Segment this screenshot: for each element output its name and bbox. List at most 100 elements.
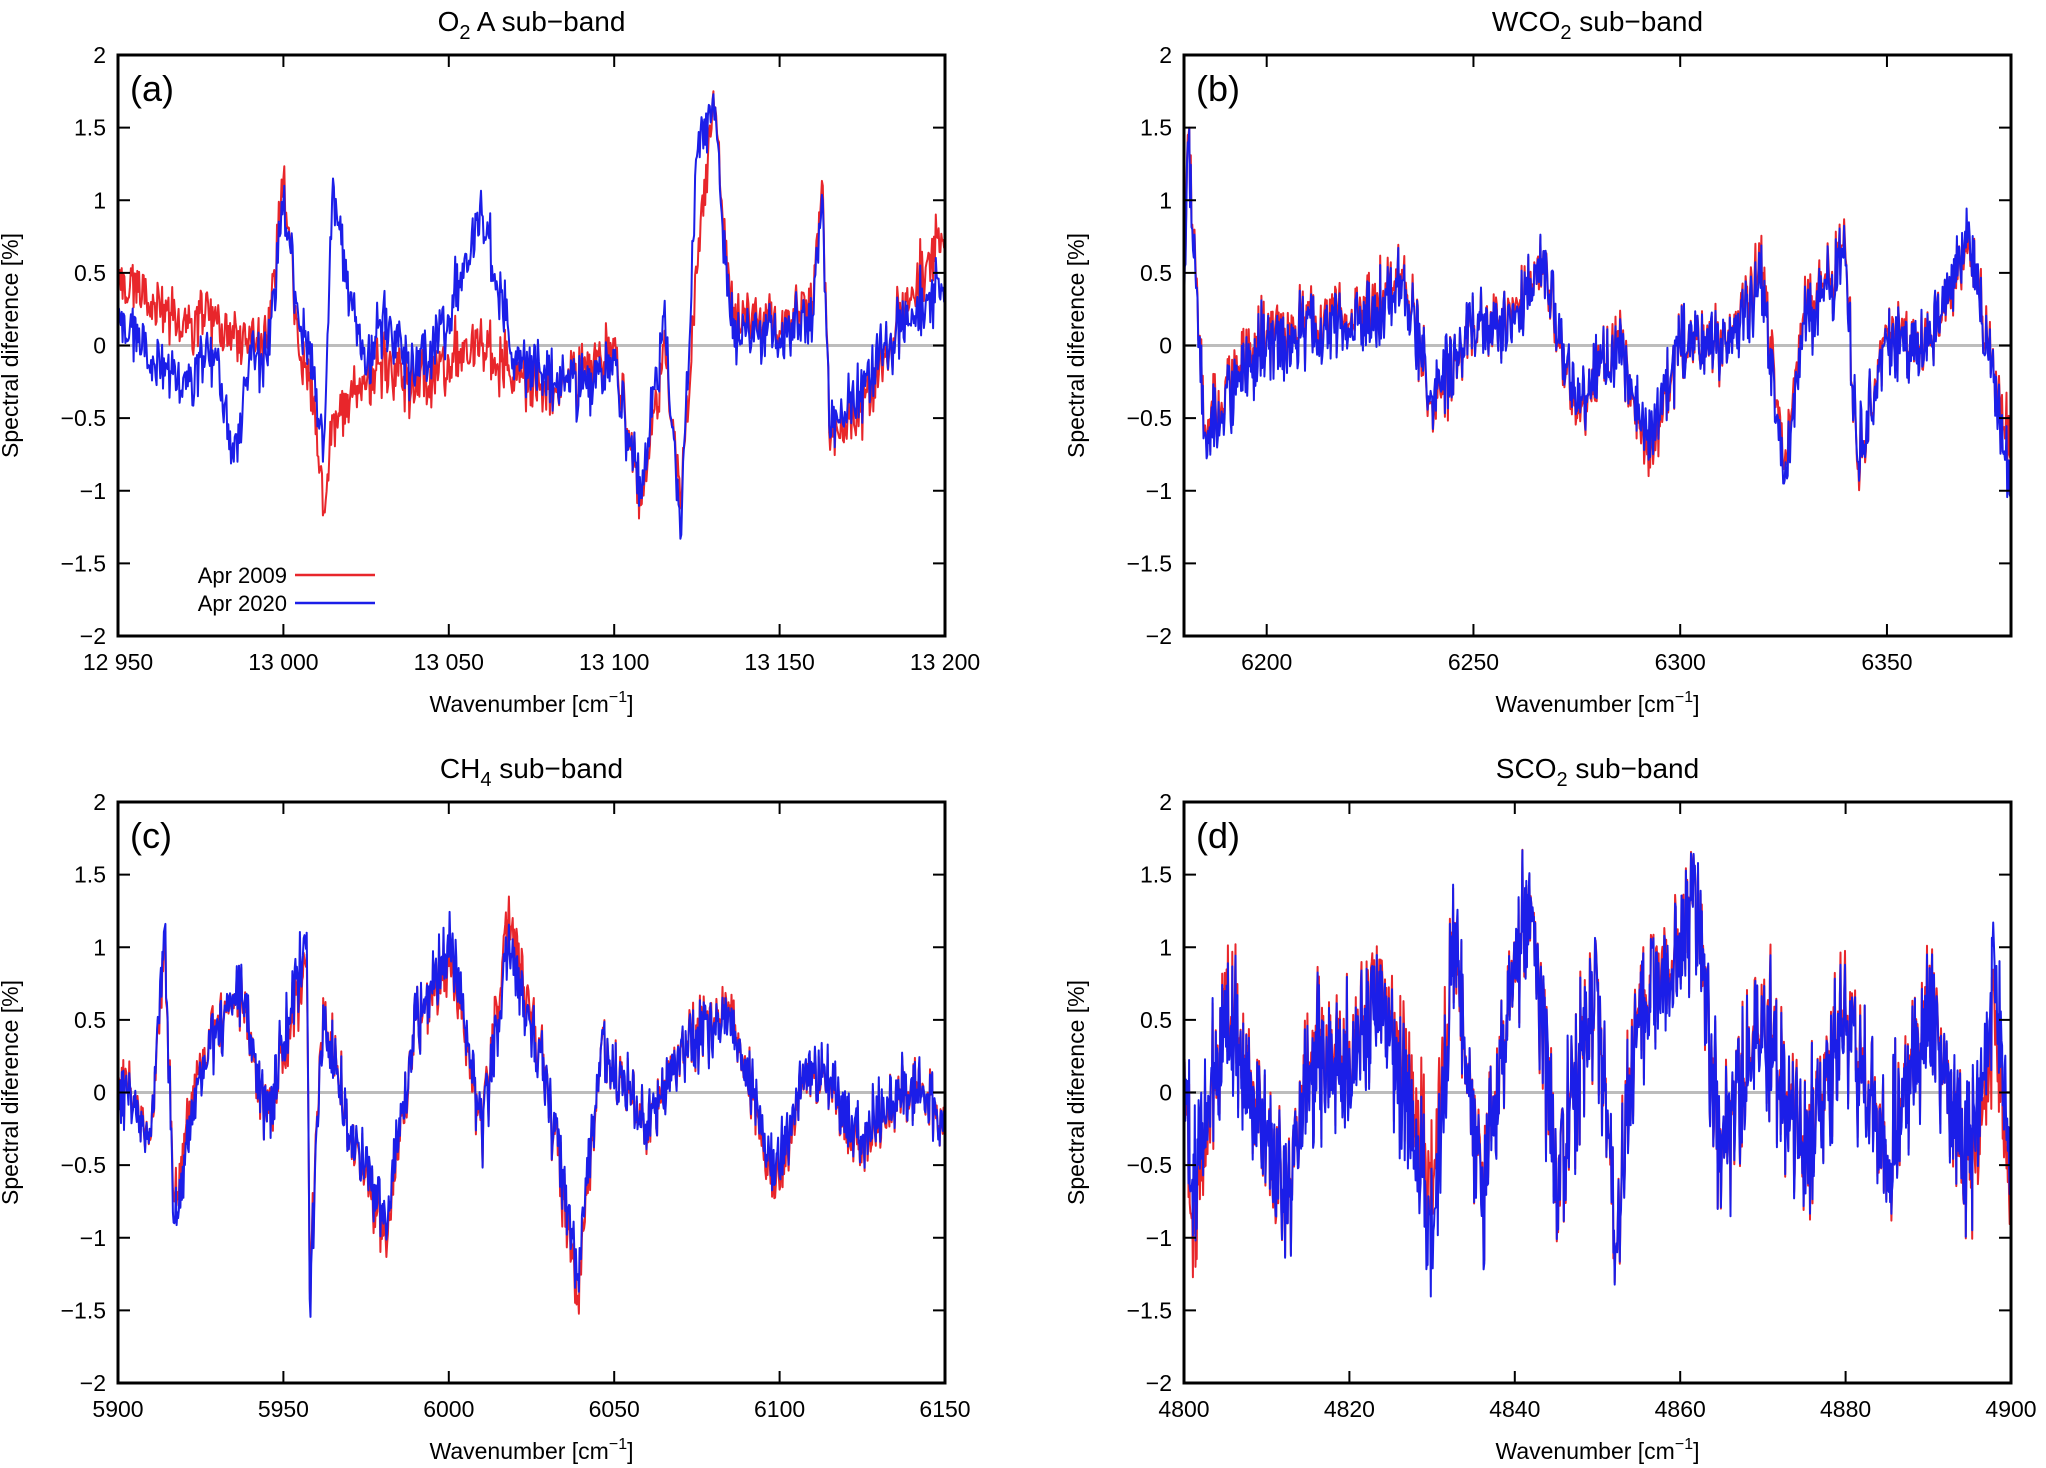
x-tick-label: 6150 [919,1396,970,1422]
x-tick-label: 13 150 [744,649,814,675]
x-tick-label: 6050 [589,1396,640,1422]
panel-c: −2 −1.5 −1 −0.5 0 0.5 1 1.5 2 5900 5950 6000 6050 610… [0,753,971,1464]
data-point [613,344,615,347]
y-tick-label: −2 [1146,1370,1172,1396]
data-point [1857,460,1859,463]
data-point [600,1048,602,1050]
data-point [514,359,516,361]
y-tick-label: −2 [80,623,106,649]
data-point [1307,1069,1309,1072]
y-tick-label: −0.5 [1127,1152,1172,1178]
data-point [778,337,781,340]
data-point [911,1077,913,1079]
panel-letter: (c) [130,815,172,856]
y-tick-label: −1 [80,478,106,504]
panel-a: −2 −1.5 −1 −0.5 0 0.5 1 1.5 2 12 950 13 000 13 050 1… [0,6,980,717]
data-point [1993,373,1996,376]
data-point [1348,330,1351,332]
data-point [1638,1026,1640,1028]
data-point [448,359,450,361]
data-point [249,330,252,332]
data-point [696,272,698,274]
data-point [322,514,324,517]
data-point [1613,1229,1615,1232]
y-tick-label: 1 [1159,934,1172,960]
data-point [1981,322,1983,325]
panel-d: −2 −1.5 −1 −0.5 0 0.5 1 1.5 2 4800 4820 4840 4860 488… [1063,753,2037,1464]
y-tick-label: −0.5 [61,1152,106,1178]
data-point [911,286,913,289]
data-point [414,373,417,376]
y-axis-label: Spectral diference [%] [0,980,23,1205]
y-axis-label: Spectral diference [%] [1063,980,1089,1205]
data-point [639,504,642,507]
data-point [821,184,824,187]
y-tick-label: 2 [1159,42,1172,68]
y-axis-label: Spectral diference [%] [1063,233,1089,458]
data-point [1720,1164,1723,1166]
data-point [1993,961,1996,963]
data-point [239,987,242,989]
data-point [828,424,830,427]
data-point [1480,1215,1483,1217]
data-point [1555,1178,1557,1181]
x-tick-label: 4800 [1158,1396,1209,1422]
data-point [414,388,417,390]
data-point [322,997,324,999]
data-point [173,1222,175,1224]
data-point [1348,1040,1351,1043]
x-axis-label: Wavenumber [cm−1] [1495,1436,1699,1464]
y-tick-label: −1.5 [1127,1297,1172,1323]
data-point [1431,395,1433,398]
data-point [266,1120,268,1123]
data-point [1720,344,1723,347]
data-point [821,199,824,202]
data-point [1224,1019,1227,1021]
plot-area [118,895,945,1318]
panel-letter: (d) [1196,815,1240,856]
x-tick-label: 12 950 [83,649,153,675]
data-point [348,1135,351,1137]
data-point [233,337,235,340]
x-tick-label: 13 200 [910,649,980,675]
data-point [233,460,235,463]
data-point [577,1295,579,1297]
y-tick-label: 1 [93,934,106,960]
data-point [1886,1164,1888,1166]
data-point [1762,1011,1764,1014]
y-tick-label: 0 [1159,333,1172,359]
x-axis-label: Wavenumber [cm−1] [429,1436,633,1464]
data-point [1993,1004,1996,1007]
x-tick-label: 4860 [1655,1396,1706,1422]
data-point [1803,322,1806,325]
data-point [577,1273,579,1275]
data-point [507,917,510,919]
y-tick-label: 0 [93,1080,106,1106]
series-line-2 [1184,127,2011,499]
data-point [332,417,334,419]
data-point [150,301,152,303]
data-point [1348,1048,1351,1050]
x-tick-label: 4900 [1985,1396,2036,1422]
data-point [1402,279,1404,281]
data-point [1514,961,1516,963]
data-point [845,431,847,434]
data-point [547,388,549,390]
panel-letter: (a) [130,68,174,109]
x-tick-label: 4840 [1489,1396,1540,1422]
data-point [348,301,351,303]
data-point [1762,286,1764,289]
data-point [679,1048,682,1050]
data-point [580,388,582,390]
data-point [1576,410,1578,412]
y-tick-label: 0.5 [74,260,106,286]
data-point [507,946,510,949]
data-point [1390,1019,1392,1021]
data-point [811,315,814,318]
x-tick-label: 5900 [92,1396,143,1422]
panel-letter: (b) [1196,68,1240,109]
y-tick-label: 1.5 [74,115,106,141]
y-tick-label: −1 [80,1225,106,1251]
data-point [305,931,308,934]
